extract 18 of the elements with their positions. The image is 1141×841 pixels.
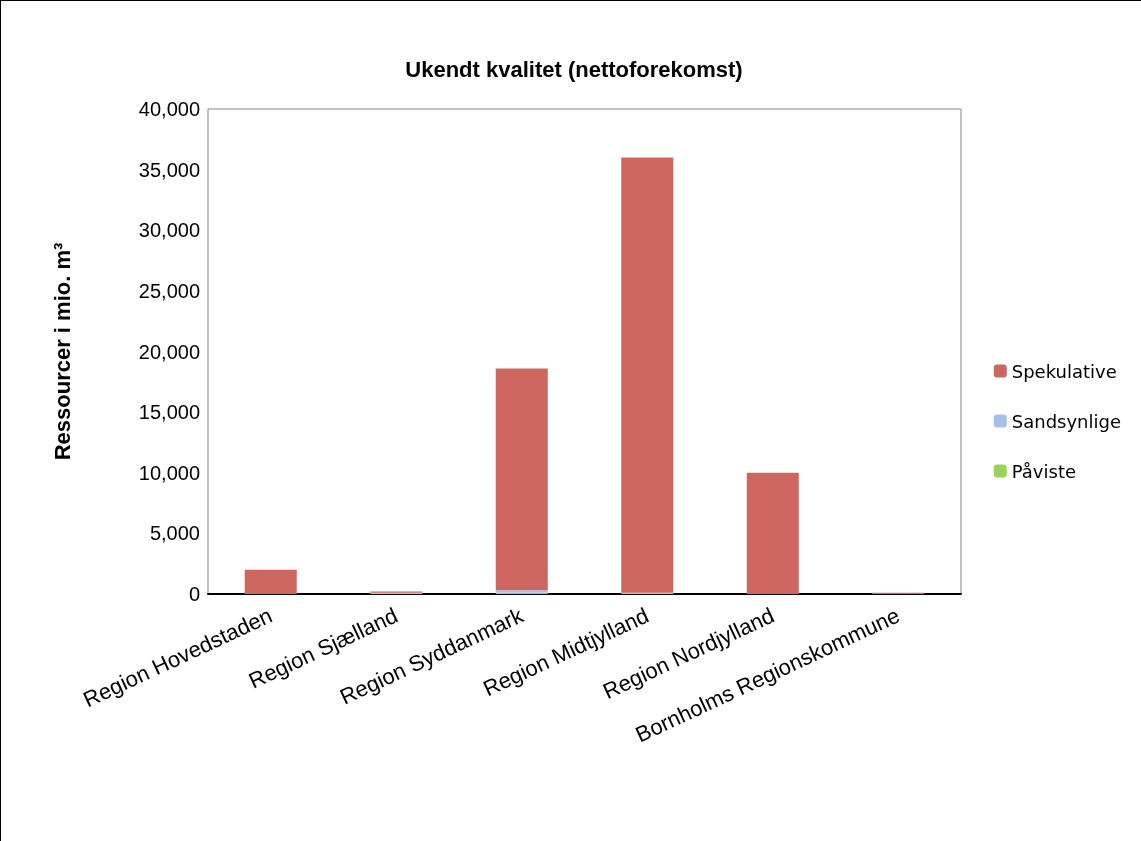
y-tick-label: 35,000 bbox=[138, 158, 200, 181]
chart-title: Ukendt kvalitet (nettoforekomst) bbox=[405, 56, 743, 82]
bar bbox=[495, 368, 548, 591]
y-tick-label: 25,000 bbox=[138, 279, 200, 302]
y-axis-title: Ressourcer i mio. m³ bbox=[49, 242, 75, 461]
y-tick-label: 5,000 bbox=[149, 522, 200, 545]
y-tick-label: 20,000 bbox=[138, 340, 200, 363]
y-tick-label: 0 bbox=[188, 583, 200, 605]
bar bbox=[746, 472, 799, 594]
y-tick-label: 15,000 bbox=[138, 401, 200, 424]
legend-label: Spekulative bbox=[1011, 360, 1117, 382]
legend-label: Sandsynlige bbox=[1011, 410, 1121, 432]
legend-label: Påviste bbox=[1011, 460, 1077, 482]
y-tick-label: 10,000 bbox=[138, 461, 200, 484]
y-tick-label: 40,000 bbox=[138, 98, 200, 120]
bar bbox=[244, 569, 297, 594]
bar bbox=[621, 157, 674, 593]
y-tick-label: 30,000 bbox=[138, 219, 200, 242]
